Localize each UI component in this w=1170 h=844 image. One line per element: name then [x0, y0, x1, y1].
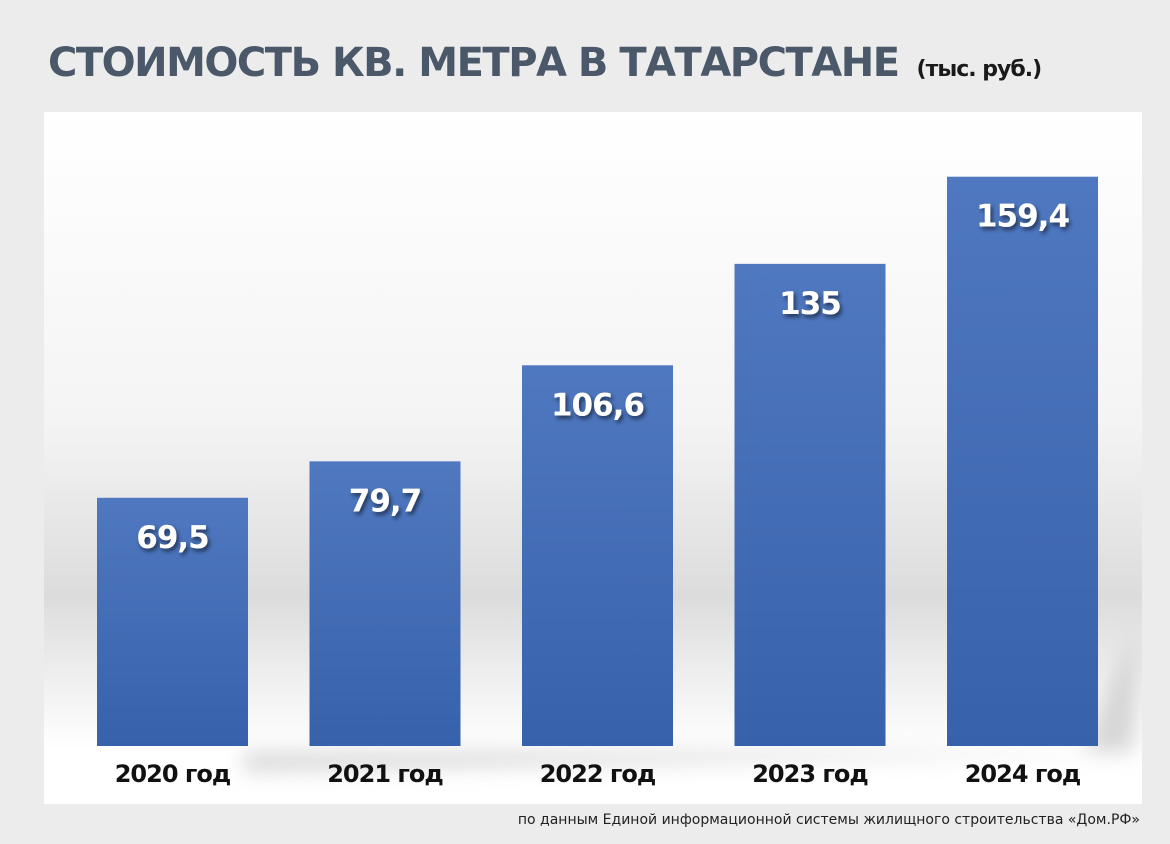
value-labels-group: 69,5 79,7 106,6 135 159,4 — [136, 199, 1070, 556]
category-label-1: 2020 год — [115, 760, 231, 788]
chart-unit: (тыс. руб.) — [916, 57, 1043, 82]
chart-title: СТОИМОСТЬ КВ. МЕТРА В ТАТАРСТАНЕ — [48, 40, 900, 86]
bar-3 — [522, 365, 673, 746]
bar-4 — [734, 263, 886, 746]
bar-1 — [97, 497, 248, 746]
category-label-5: 2024 год — [965, 760, 1081, 788]
chart-panel: 69,5 79,7 106,6 135 159,4 2020 год 2021 год 20… — [44, 112, 1142, 804]
source-note: по данным Единой информационной системы … — [517, 812, 1140, 828]
category-label-3: 2022 год — [540, 760, 656, 788]
bar-value-label-3: 106,6 — [551, 387, 644, 423]
category-label-4: 2023 год — [752, 760, 868, 788]
floor-shadow — [244, 632, 1134, 772]
bar-value-label-1: 69,5 — [136, 520, 209, 556]
bar-2 — [309, 461, 461, 746]
bars-group — [97, 176, 1098, 746]
bar-value-label-5: 159,4 — [976, 199, 1069, 235]
bar-value-label-4: 135 — [779, 286, 841, 322]
category-labels-group: 2020 год 2021 год 2022 год 2023 год 2024 год — [115, 760, 1082, 788]
title-row: СТОИМОСТЬ КВ. МЕТРА В ТАТАРСТАНЕ (тыс. р… — [48, 40, 1043, 100]
category-label-2: 2021 год — [327, 760, 443, 788]
bar-5 — [947, 176, 1098, 746]
bar-value-label-2: 79,7 — [349, 483, 422, 519]
